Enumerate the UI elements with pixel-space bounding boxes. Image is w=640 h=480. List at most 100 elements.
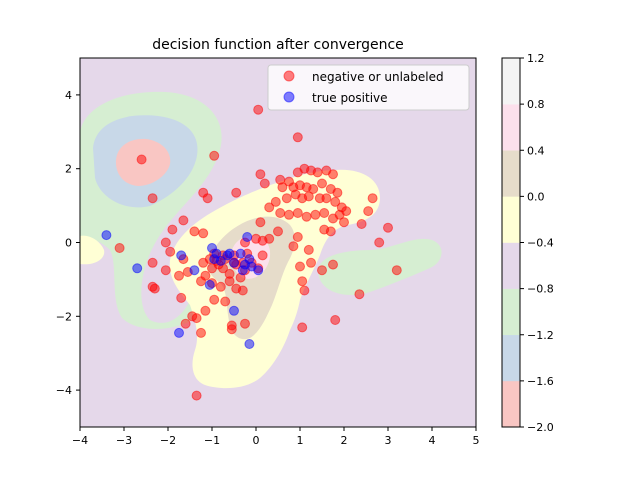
colorbar-segment-6 bbox=[502, 104, 520, 151]
colorbar-tick-label: −2.0 bbox=[527, 421, 554, 434]
legend-marker-negative bbox=[283, 70, 295, 82]
positive-point-0 bbox=[101, 230, 112, 241]
x-tick-label: 1 bbox=[297, 434, 304, 447]
colorbar-tick-label: 0.0 bbox=[527, 190, 545, 203]
negative-point-73 bbox=[167, 224, 178, 235]
negative-point-26 bbox=[270, 196, 281, 207]
contour-region-left-yellow bbox=[80, 235, 105, 265]
negative-point-4 bbox=[209, 150, 220, 161]
colorbar-tick-label: −1.6 bbox=[527, 375, 554, 388]
colorbar-segment-4 bbox=[502, 196, 520, 243]
negative-point-38 bbox=[275, 208, 286, 218]
positive-point-1 bbox=[132, 263, 143, 274]
negative-point-45 bbox=[339, 217, 349, 228]
negative-point-111 bbox=[191, 313, 202, 324]
positive-point-9 bbox=[229, 257, 239, 268]
negative-point-42 bbox=[310, 209, 321, 220]
negative-point-72 bbox=[198, 228, 209, 239]
x-tick-label: −4 bbox=[72, 434, 88, 447]
colorbar-tick-label: −0.8 bbox=[527, 283, 554, 296]
negative-point-69 bbox=[297, 322, 308, 333]
negative-point-40 bbox=[292, 208, 303, 218]
x-tick-label: 5 bbox=[473, 434, 480, 447]
colorbar-tick-label: −1.2 bbox=[527, 329, 554, 342]
negative-point-13 bbox=[312, 167, 323, 178]
colorbar: 1.2 0.8 0.4 0.0 −0.4 −0.8 −1.2 −1.6 −2.0 bbox=[501, 52, 554, 434]
positive-point-21 bbox=[209, 254, 220, 265]
negative-point-78 bbox=[174, 270, 184, 281]
negative-point-113 bbox=[147, 257, 158, 268]
negative-point-21 bbox=[317, 178, 327, 189]
negative-point-122 bbox=[257, 250, 268, 261]
negative-point-71 bbox=[189, 226, 200, 237]
colorbar-tick-label: 1.2 bbox=[527, 52, 545, 65]
legend-label-positive: true positive bbox=[312, 91, 388, 105]
negative-point-94 bbox=[207, 263, 217, 274]
plot-area bbox=[80, 58, 476, 427]
negative-point-37 bbox=[264, 202, 275, 213]
colorbar-segment-1 bbox=[502, 334, 520, 382]
negative-point-112 bbox=[160, 265, 171, 276]
negative-point-52 bbox=[374, 237, 385, 248]
colorbar-segment-5 bbox=[502, 150, 520, 197]
negative-point-32 bbox=[321, 193, 332, 204]
negative-point-66 bbox=[288, 241, 299, 252]
negative-point-104 bbox=[226, 324, 237, 335]
negative-point-67 bbox=[295, 261, 305, 272]
negative-point-2 bbox=[253, 104, 264, 115]
positive-point-16 bbox=[242, 232, 253, 242]
negative-point-59 bbox=[317, 265, 327, 276]
negative-point-107 bbox=[200, 305, 211, 316]
negative-point-56 bbox=[297, 276, 308, 287]
colorbar-segment-3 bbox=[502, 242, 520, 289]
y-tick-label: 4 bbox=[65, 89, 72, 102]
negative-point-116 bbox=[176, 292, 187, 303]
negative-point-96 bbox=[196, 276, 206, 287]
negative-point-118 bbox=[191, 390, 202, 401]
negative-point-74 bbox=[160, 237, 171, 248]
x-tick-label: −1 bbox=[204, 434, 220, 447]
negative-point-7 bbox=[231, 187, 242, 198]
negative-point-30 bbox=[303, 191, 314, 202]
x-tick-label: 0 bbox=[253, 434, 260, 447]
scatter-points-layer bbox=[101, 104, 402, 401]
negative-point-33 bbox=[330, 196, 341, 207]
negative-point-61 bbox=[292, 232, 303, 242]
y-tick-label: 0 bbox=[65, 237, 72, 250]
negative-point-20 bbox=[308, 184, 319, 194]
negative-point-98 bbox=[215, 281, 226, 292]
negative-point-55 bbox=[330, 315, 341, 325]
legend-label-negative: negative or unlabeled bbox=[312, 70, 444, 84]
negative-point-46 bbox=[356, 219, 367, 229]
negative-point-41 bbox=[301, 211, 312, 222]
legend-box bbox=[267, 64, 470, 111]
colorbar-segment-2 bbox=[502, 288, 520, 336]
negative-point-44 bbox=[328, 213, 338, 224]
positive-point-4 bbox=[174, 327, 184, 338]
negative-point-115 bbox=[147, 281, 158, 292]
negative-point-60 bbox=[303, 244, 314, 255]
contour-region-right-green bbox=[318, 238, 442, 296]
y-tick-label: −2 bbox=[56, 310, 72, 323]
colorbar-tick-label: 0.4 bbox=[527, 144, 545, 157]
x-axis: −4 −3 −2 −1 0 1 2 3 4 5 bbox=[72, 427, 480, 447]
negative-point-101 bbox=[237, 285, 248, 296]
negative-point-70 bbox=[178, 215, 189, 226]
x-tick-label: 2 bbox=[341, 434, 348, 447]
negative-point-54 bbox=[354, 289, 365, 300]
negative-point-0 bbox=[136, 154, 147, 165]
x-tick-label: −2 bbox=[160, 434, 176, 447]
positive-point-15 bbox=[253, 265, 264, 276]
positive-point-18 bbox=[229, 305, 239, 316]
x-tick-label: 4 bbox=[429, 434, 436, 447]
legend-marker-positive bbox=[283, 91, 295, 103]
negative-point-27 bbox=[281, 193, 292, 204]
negative-point-24 bbox=[255, 169, 266, 180]
negative-point-23 bbox=[332, 187, 343, 198]
y-axis: −4 −2 0 2 4 bbox=[56, 89, 80, 397]
negative-point-99 bbox=[224, 276, 235, 287]
negative-point-57 bbox=[299, 285, 310, 296]
negative-point-47 bbox=[363, 206, 374, 217]
negative-point-123 bbox=[255, 217, 266, 228]
